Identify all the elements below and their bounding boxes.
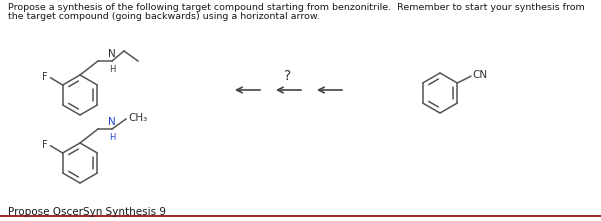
Text: CH₃: CH₃ bbox=[128, 113, 147, 123]
Text: Propose a synthesis of the following target compound starting from benzonitrile.: Propose a synthesis of the following tar… bbox=[8, 3, 585, 12]
Text: N: N bbox=[108, 49, 116, 59]
Text: F: F bbox=[42, 140, 47, 150]
Text: F: F bbox=[42, 72, 47, 82]
Text: H: H bbox=[109, 133, 115, 142]
Text: Propose OscerSyn Synthesis 9: Propose OscerSyn Synthesis 9 bbox=[8, 207, 166, 217]
Text: ?: ? bbox=[284, 69, 291, 83]
Text: CN: CN bbox=[473, 70, 488, 80]
Text: N: N bbox=[108, 117, 116, 127]
Text: the target compound (going backwards) using a horizontal arrow.: the target compound (going backwards) us… bbox=[8, 12, 320, 21]
Text: H: H bbox=[109, 65, 115, 74]
